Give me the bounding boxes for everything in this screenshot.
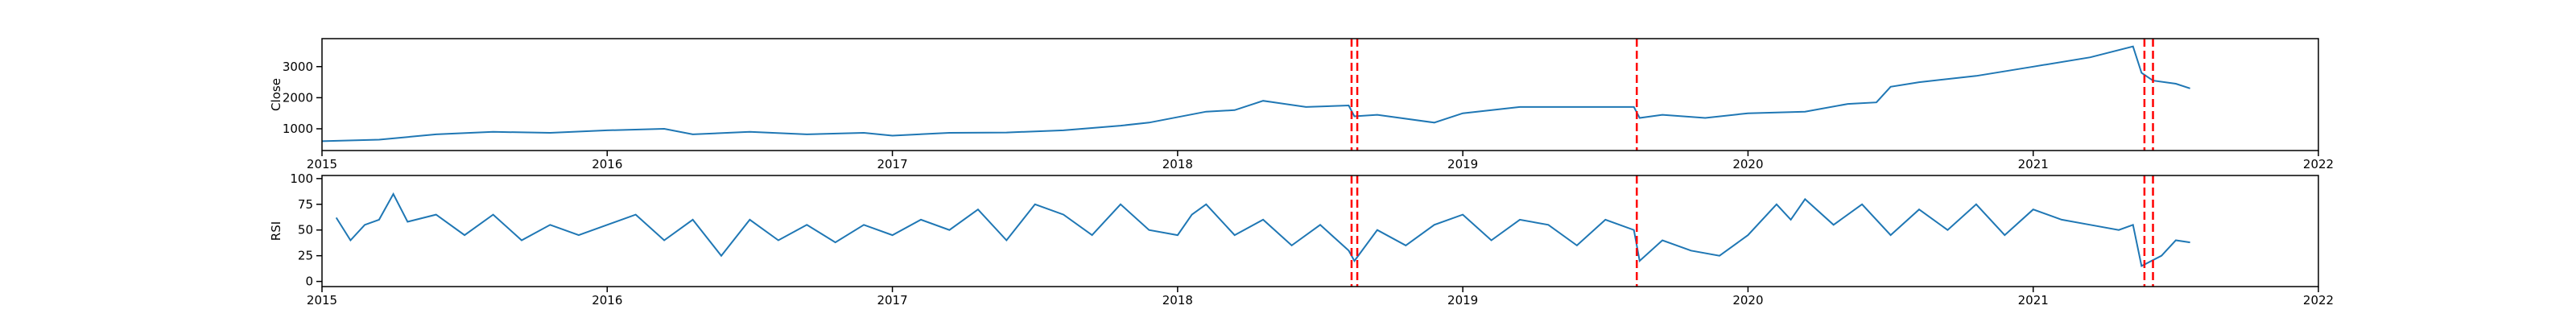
rsi-x-tick-label: 2015 bbox=[307, 293, 337, 308]
close-x-tick-label: 2017 bbox=[877, 157, 907, 171]
close-y-axis-label: Close bbox=[269, 78, 283, 111]
close-y-tick-label: 3000 bbox=[283, 60, 313, 74]
close-axes-frame bbox=[321, 38, 2319, 151]
rsi-y-tick-label: 25 bbox=[298, 249, 313, 263]
rsi-x-tick-label: 2019 bbox=[1447, 293, 1478, 308]
rsi-series-line bbox=[335, 192, 2190, 267]
rsi-x-tick-label: 2022 bbox=[2303, 293, 2334, 308]
close-x-tick-label: 2016 bbox=[592, 157, 622, 171]
rsi-y-axis-label: RSI bbox=[269, 221, 283, 241]
close-series-line bbox=[321, 45, 2190, 142]
rsi-panel: 2015 2016 2017 2018 2019 2020 2021 2022 0 25 50 75 1… bbox=[269, 171, 2334, 308]
rsi-y-tick-label: 100 bbox=[290, 171, 313, 186]
close-y-tick-label: 1000 bbox=[283, 122, 313, 136]
rsi-x-tick-label: 2017 bbox=[877, 293, 907, 308]
close-x-tick-label: 2020 bbox=[1732, 157, 1763, 171]
rsi-x-tick-label: 2018 bbox=[1162, 293, 1193, 308]
close-x-tick-label: 2015 bbox=[307, 157, 337, 171]
rsi-y-tick-label: 0 bbox=[305, 275, 313, 289]
close-price-panel: 2015 2016 2017 2018 2019 2020 2021 2022 1000 2000… bbox=[269, 38, 2334, 171]
close-x-tick-label: 2021 bbox=[2018, 157, 2049, 171]
rsi-axes-frame bbox=[321, 175, 2319, 287]
rsi-x-tick-label: 2021 bbox=[2018, 293, 2049, 308]
rsi-y-tick-label: 50 bbox=[298, 223, 313, 237]
close-x-tick-label: 2022 bbox=[2303, 157, 2334, 171]
rsi-y-tick-label: 75 bbox=[298, 197, 313, 212]
rsi-x-tick-label: 2020 bbox=[1732, 293, 1763, 308]
close-x-tick-label: 2019 bbox=[1447, 157, 1478, 171]
close-y-tick-label: 2000 bbox=[283, 90, 313, 105]
close-x-tick-label: 2018 bbox=[1162, 157, 1193, 171]
rsi-x-tick-label: 2016 bbox=[592, 293, 622, 308]
